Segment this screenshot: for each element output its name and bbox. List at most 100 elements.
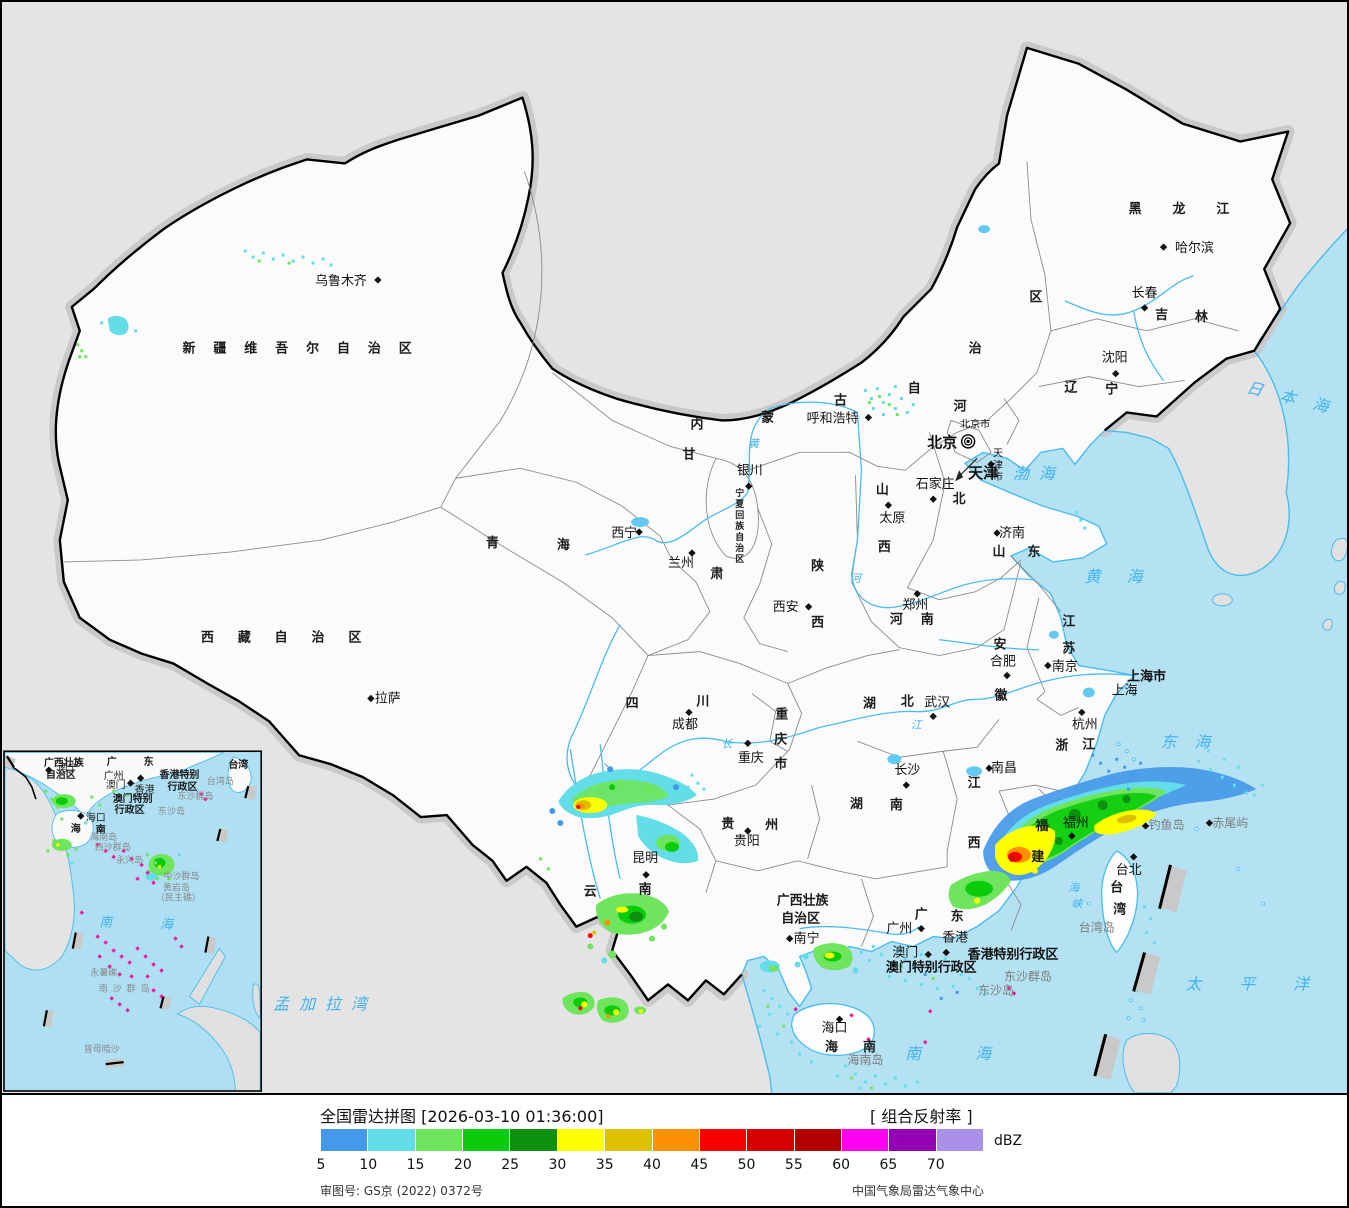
map-label: 合肥 xyxy=(990,655,1016,670)
map-label: 海口 xyxy=(822,1021,848,1036)
radar-speckle xyxy=(90,795,94,799)
radar-speckle xyxy=(927,960,931,964)
radar-speckle xyxy=(1232,783,1236,787)
map-label: 西宁 xyxy=(611,525,637,541)
map-label: 西沙群岛 xyxy=(95,841,131,853)
radar-speckle xyxy=(875,387,879,391)
map-label: 北京 xyxy=(927,433,957,451)
city-marker xyxy=(804,603,813,611)
radar-speckle xyxy=(905,411,909,414)
map-label: 渤海 xyxy=(1013,464,1065,483)
map-label: 拉萨 xyxy=(375,691,401,706)
map-label: 海南岛 xyxy=(847,1052,883,1067)
map-label: 海 xyxy=(557,537,570,553)
city-marker xyxy=(635,528,643,536)
radar-speckle xyxy=(903,978,907,982)
scale-block-50 xyxy=(747,1129,794,1151)
radar-speckle xyxy=(60,817,64,821)
map-label: 新疆维吾尔自治区 xyxy=(183,341,430,357)
scale-block-5 xyxy=(321,1129,368,1151)
island-mark xyxy=(111,854,116,860)
city-marker xyxy=(1112,369,1120,378)
map-label: 自治区 xyxy=(46,768,76,781)
radar-speckle xyxy=(56,843,60,847)
province-boundaries xyxy=(63,161,1239,947)
map-label: 江 xyxy=(968,775,981,791)
radar-speckle xyxy=(1143,905,1147,909)
radar-speckle xyxy=(849,1076,853,1080)
color-scale-bar xyxy=(321,1129,984,1151)
radar-speckle xyxy=(287,261,291,265)
radar-speckle xyxy=(951,964,955,968)
map-label: 东沙岛 xyxy=(978,982,1014,997)
radar-speckle xyxy=(329,263,333,267)
map-label: 河 xyxy=(954,399,967,415)
inset-mainland xyxy=(4,751,226,818)
city-marker xyxy=(744,827,752,835)
island-marks xyxy=(79,791,1017,1045)
radar-speckle xyxy=(158,865,162,869)
map-label: 南海 xyxy=(905,1044,1045,1063)
radar-speckle xyxy=(271,257,275,261)
map-label: 行政区 xyxy=(167,780,198,793)
map-label: 黄岩岛 xyxy=(163,882,190,894)
map-label: 内 xyxy=(690,416,703,432)
radar-speckle xyxy=(863,1080,867,1084)
inset-taiwan xyxy=(227,756,252,793)
radar-speckle xyxy=(1145,931,1149,935)
map-label: 曾母暗沙 xyxy=(84,1043,120,1055)
radar-speckle xyxy=(243,249,247,253)
radar-speckle xyxy=(798,1052,802,1056)
scale-block-35 xyxy=(605,1129,652,1151)
island-mark xyxy=(151,880,156,886)
map-label: 湾 xyxy=(1113,902,1126,918)
island-mark xyxy=(927,1009,933,1014)
map-label: 郑州 xyxy=(902,598,928,613)
city-marker xyxy=(864,413,873,422)
scale-value-70: 70 xyxy=(926,1157,945,1173)
map-label: 台湾岛 xyxy=(207,775,234,787)
map-label: 澳门 xyxy=(106,778,126,791)
radar-speckle xyxy=(291,259,295,263)
radar-speckle xyxy=(899,397,903,401)
radar-speckle xyxy=(887,960,891,964)
map-label: 建 xyxy=(1031,849,1044,865)
radar-speckle xyxy=(1115,757,1119,761)
map-label: 海 xyxy=(71,822,81,835)
map-label: 重 xyxy=(775,706,788,722)
scale-block-40 xyxy=(652,1129,699,1151)
radar-speckle xyxy=(863,389,867,393)
radar-speckle xyxy=(895,412,899,416)
map-label: 南京 xyxy=(1052,659,1078,675)
radar-speckle xyxy=(686,785,690,789)
map-label: 四 xyxy=(626,696,639,711)
radar-speckle xyxy=(935,986,939,990)
radar-speckle xyxy=(261,251,265,255)
map-label: 台 xyxy=(1110,880,1123,896)
scale-block-20 xyxy=(463,1129,510,1151)
scale-value-35: 35 xyxy=(595,1157,614,1173)
radar-speckle xyxy=(762,988,766,992)
radar-speckle xyxy=(887,393,891,397)
map-label: 长 xyxy=(721,737,733,750)
scale-block-30 xyxy=(557,1129,605,1151)
radar-speckle xyxy=(893,407,897,411)
map-label: 行政区 xyxy=(114,803,145,816)
map-label: 香港特别 xyxy=(160,768,200,781)
map-label: 甘 xyxy=(682,446,695,462)
map-label: 峡 xyxy=(1071,898,1084,911)
radar-speckle xyxy=(887,403,891,407)
radar-speckle xyxy=(911,403,915,407)
radar-speckle xyxy=(810,1060,814,1064)
radar-speckle xyxy=(903,956,907,960)
map-label: 呼和浩特 xyxy=(807,411,859,426)
radar-speckle xyxy=(100,321,104,325)
radar-speckle xyxy=(939,996,943,1000)
map-label: 澳门特别行政区 xyxy=(886,959,977,975)
scale-block-25 xyxy=(510,1129,557,1151)
scale-value-50: 50 xyxy=(737,1157,756,1173)
city-markers xyxy=(45,243,1214,1023)
map-label: 南沙群岛 xyxy=(99,982,155,994)
city-marker xyxy=(942,948,950,957)
radar-speckle xyxy=(66,853,70,857)
